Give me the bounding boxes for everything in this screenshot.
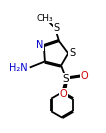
Text: S: S: [69, 48, 75, 58]
Text: O: O: [80, 71, 88, 81]
Text: H₂N: H₂N: [9, 63, 28, 72]
Text: O: O: [60, 89, 67, 99]
Text: CH₃: CH₃: [37, 14, 53, 23]
Text: S: S: [54, 23, 60, 33]
Text: S: S: [63, 74, 69, 84]
Text: N: N: [36, 40, 44, 50]
